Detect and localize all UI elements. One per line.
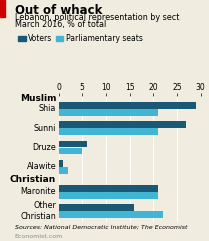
Bar (59, 148, 82, 154)
Text: Sunni: Sunni (34, 124, 56, 133)
Text: Other
Christian: Other Christian (20, 201, 56, 221)
Bar (59, 211, 163, 218)
Bar (59, 185, 158, 192)
Bar (59, 102, 196, 109)
Text: Economist.com: Economist.com (15, 234, 63, 239)
Bar (59, 167, 68, 174)
Text: Lebanon, political representation by sect: Lebanon, political representation by sec… (15, 13, 179, 22)
Text: Out of whack: Out of whack (15, 4, 102, 17)
Text: Christian: Christian (10, 175, 56, 184)
Text: Alawite: Alawite (27, 162, 56, 171)
Text: Druze: Druze (32, 143, 56, 152)
Text: Shia: Shia (39, 104, 56, 114)
Bar (59, 109, 158, 116)
Text: Muslim: Muslim (20, 94, 56, 103)
Bar (59, 141, 87, 147)
Bar (59, 121, 186, 128)
Legend: Voters, Parliamentary seats: Voters, Parliamentary seats (18, 34, 143, 43)
Text: March 2016, % of total: March 2016, % of total (15, 20, 106, 29)
Bar (59, 160, 63, 167)
Text: Maronite: Maronite (21, 187, 56, 196)
Bar (59, 204, 134, 211)
Bar (59, 192, 158, 199)
Text: Sources: National Democratic Institute; The Economist: Sources: National Democratic Institute; … (15, 225, 187, 230)
Bar (59, 128, 158, 135)
